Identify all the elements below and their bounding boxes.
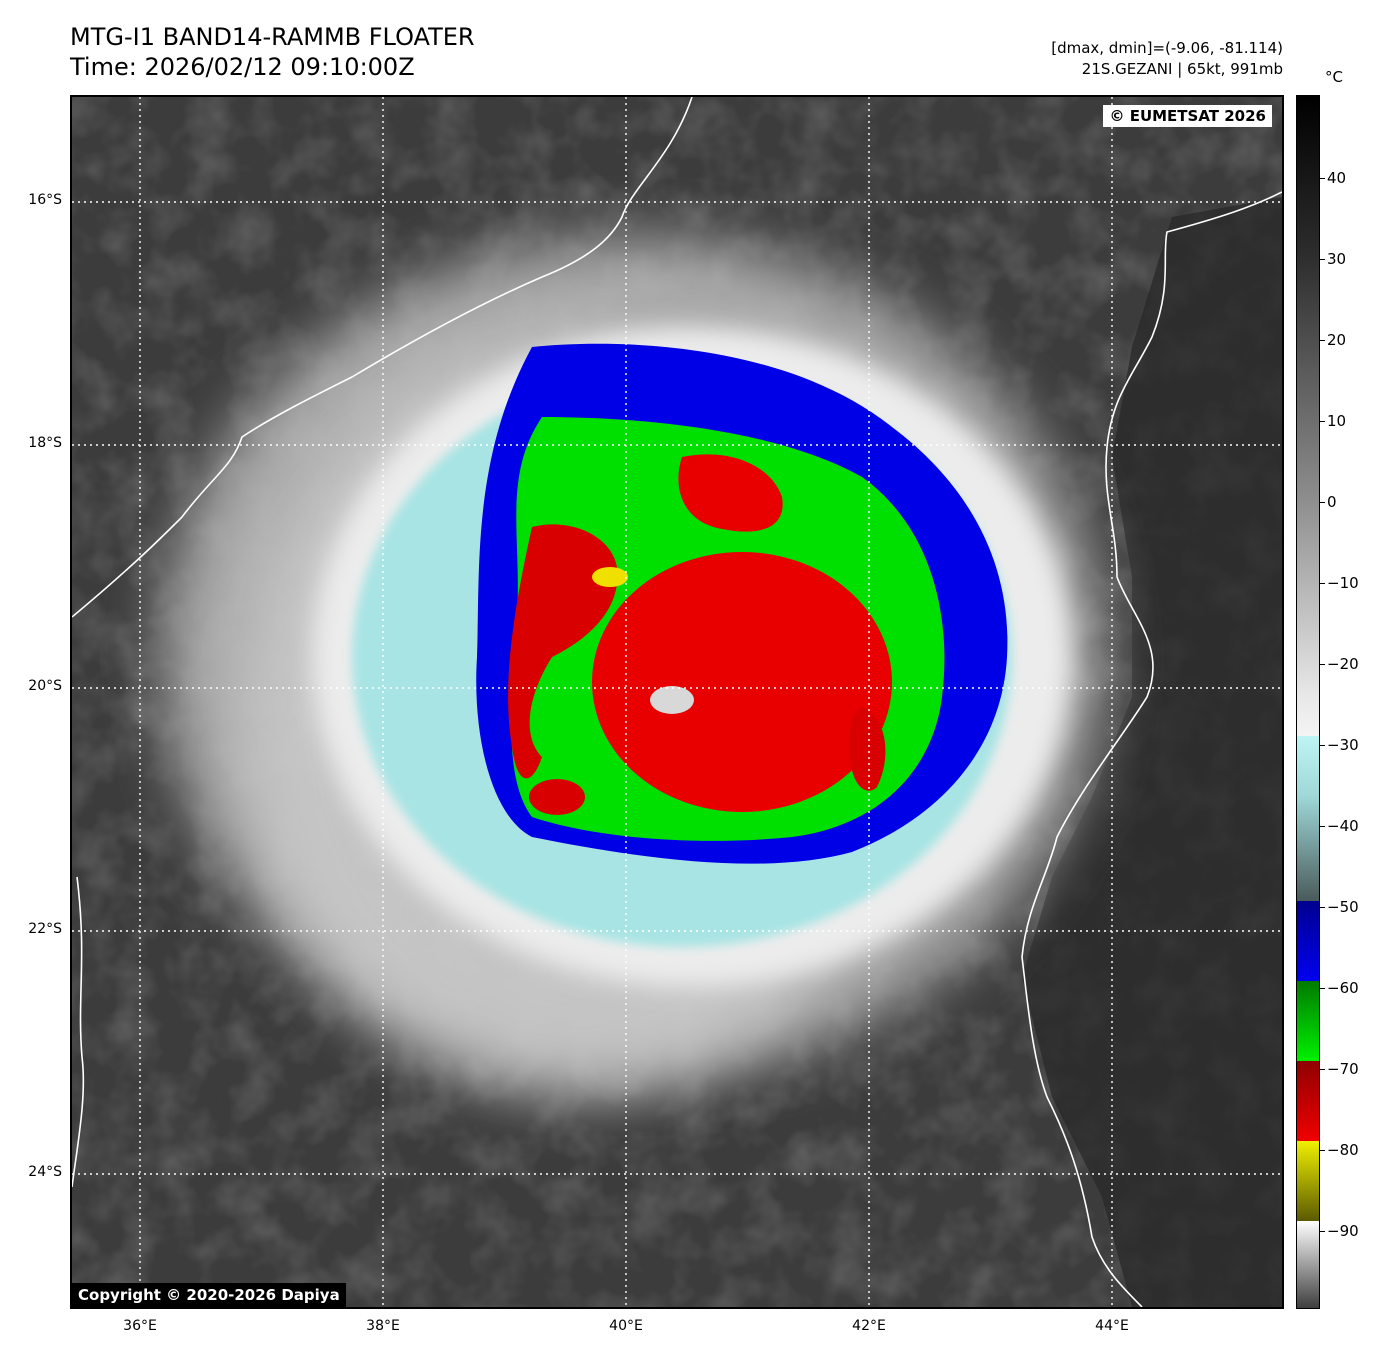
title-line-2: Time: 2026/02/12 09:10:00Z <box>70 53 415 81</box>
info-line-2: 21S.GEZANI | 65kt, 991mb <box>1081 60 1283 78</box>
colorbar-tick-label: 0 <box>1327 493 1337 511</box>
colorbar-tick-label: −50 <box>1327 898 1359 916</box>
colorbar-tick-mark <box>1320 1231 1325 1232</box>
lat-label: 18°S <box>28 435 62 451</box>
colorbar-tick-mark <box>1320 421 1325 422</box>
colorbar-tick-label: 10 <box>1327 412 1347 430</box>
colorbar-unit: °C <box>1325 68 1343 86</box>
colorbar-tick-label: −60 <box>1327 979 1359 997</box>
colorbar-tick-label: 20 <box>1327 331 1347 349</box>
colorbar-tick-label: −30 <box>1327 736 1359 754</box>
colorbar-tick-mark <box>1320 1069 1325 1070</box>
colorbar-tick-mark <box>1320 340 1325 341</box>
lat-label: 20°S <box>28 678 62 694</box>
colorbar-tick-label: −70 <box>1327 1060 1359 1078</box>
colorbar-tick-mark <box>1320 826 1325 827</box>
colorbar-tick-mark <box>1320 583 1325 584</box>
lat-label: 24°S <box>28 1164 62 1180</box>
lon-label: 44°E <box>1095 1318 1129 1334</box>
colorbar-tick-label: 30 <box>1327 250 1347 268</box>
colorbar-tick-mark <box>1320 178 1325 179</box>
colorbar-tick-label: −90 <box>1327 1222 1359 1240</box>
colorbar-tick-label: 40 <box>1327 169 1347 187</box>
info-line-1: [dmax, dmin]=(-9.06, -81.114) <box>1051 39 1283 57</box>
lat-label: 22°S <box>28 921 62 937</box>
colorbar-tick-mark <box>1320 259 1325 260</box>
storm-info: [dmax, dmin]=(-9.06, -81.114) 21S.GEZANI… <box>1051 38 1283 80</box>
lon-label: 38°E <box>366 1318 400 1334</box>
temperature-colorbar <box>1296 95 1320 1309</box>
lon-label: 42°E <box>852 1318 886 1334</box>
satellite-image <box>72 97 1282 1307</box>
lon-label: 36°E <box>123 1318 157 1334</box>
colorbar-tick-mark <box>1320 664 1325 665</box>
lon-label: 40°E <box>609 1318 643 1334</box>
colorbar-tick-mark <box>1320 988 1325 989</box>
dapiya-copyright: Copyright © 2020-2026 Dapiya <box>72 1283 346 1307</box>
chart-title: MTG-I1 BAND14-RAMMB FLOATER Time: 2026/0… <box>70 22 475 82</box>
colorbar-tick-mark <box>1320 907 1325 908</box>
colorbar-tick-mark <box>1320 1150 1325 1151</box>
colorbar-tick-mark <box>1320 502 1325 503</box>
colorbar-tick-label: −40 <box>1327 817 1359 835</box>
satellite-map: © EUMETSAT 2026 Copyright © 2020-2026 Da… <box>70 95 1284 1309</box>
lat-label: 16°S <box>28 192 62 208</box>
eumetsat-credit: © EUMETSAT 2026 <box>1103 105 1272 127</box>
graticule <box>72 97 1282 1307</box>
colorbar-tick-label: −80 <box>1327 1141 1359 1159</box>
colorbar-tick-label: −20 <box>1327 655 1359 673</box>
colorbar-tick-label: −10 <box>1327 574 1359 592</box>
colorbar-tick-mark <box>1320 745 1325 746</box>
title-line-1: MTG-I1 BAND14-RAMMB FLOATER <box>70 23 475 51</box>
